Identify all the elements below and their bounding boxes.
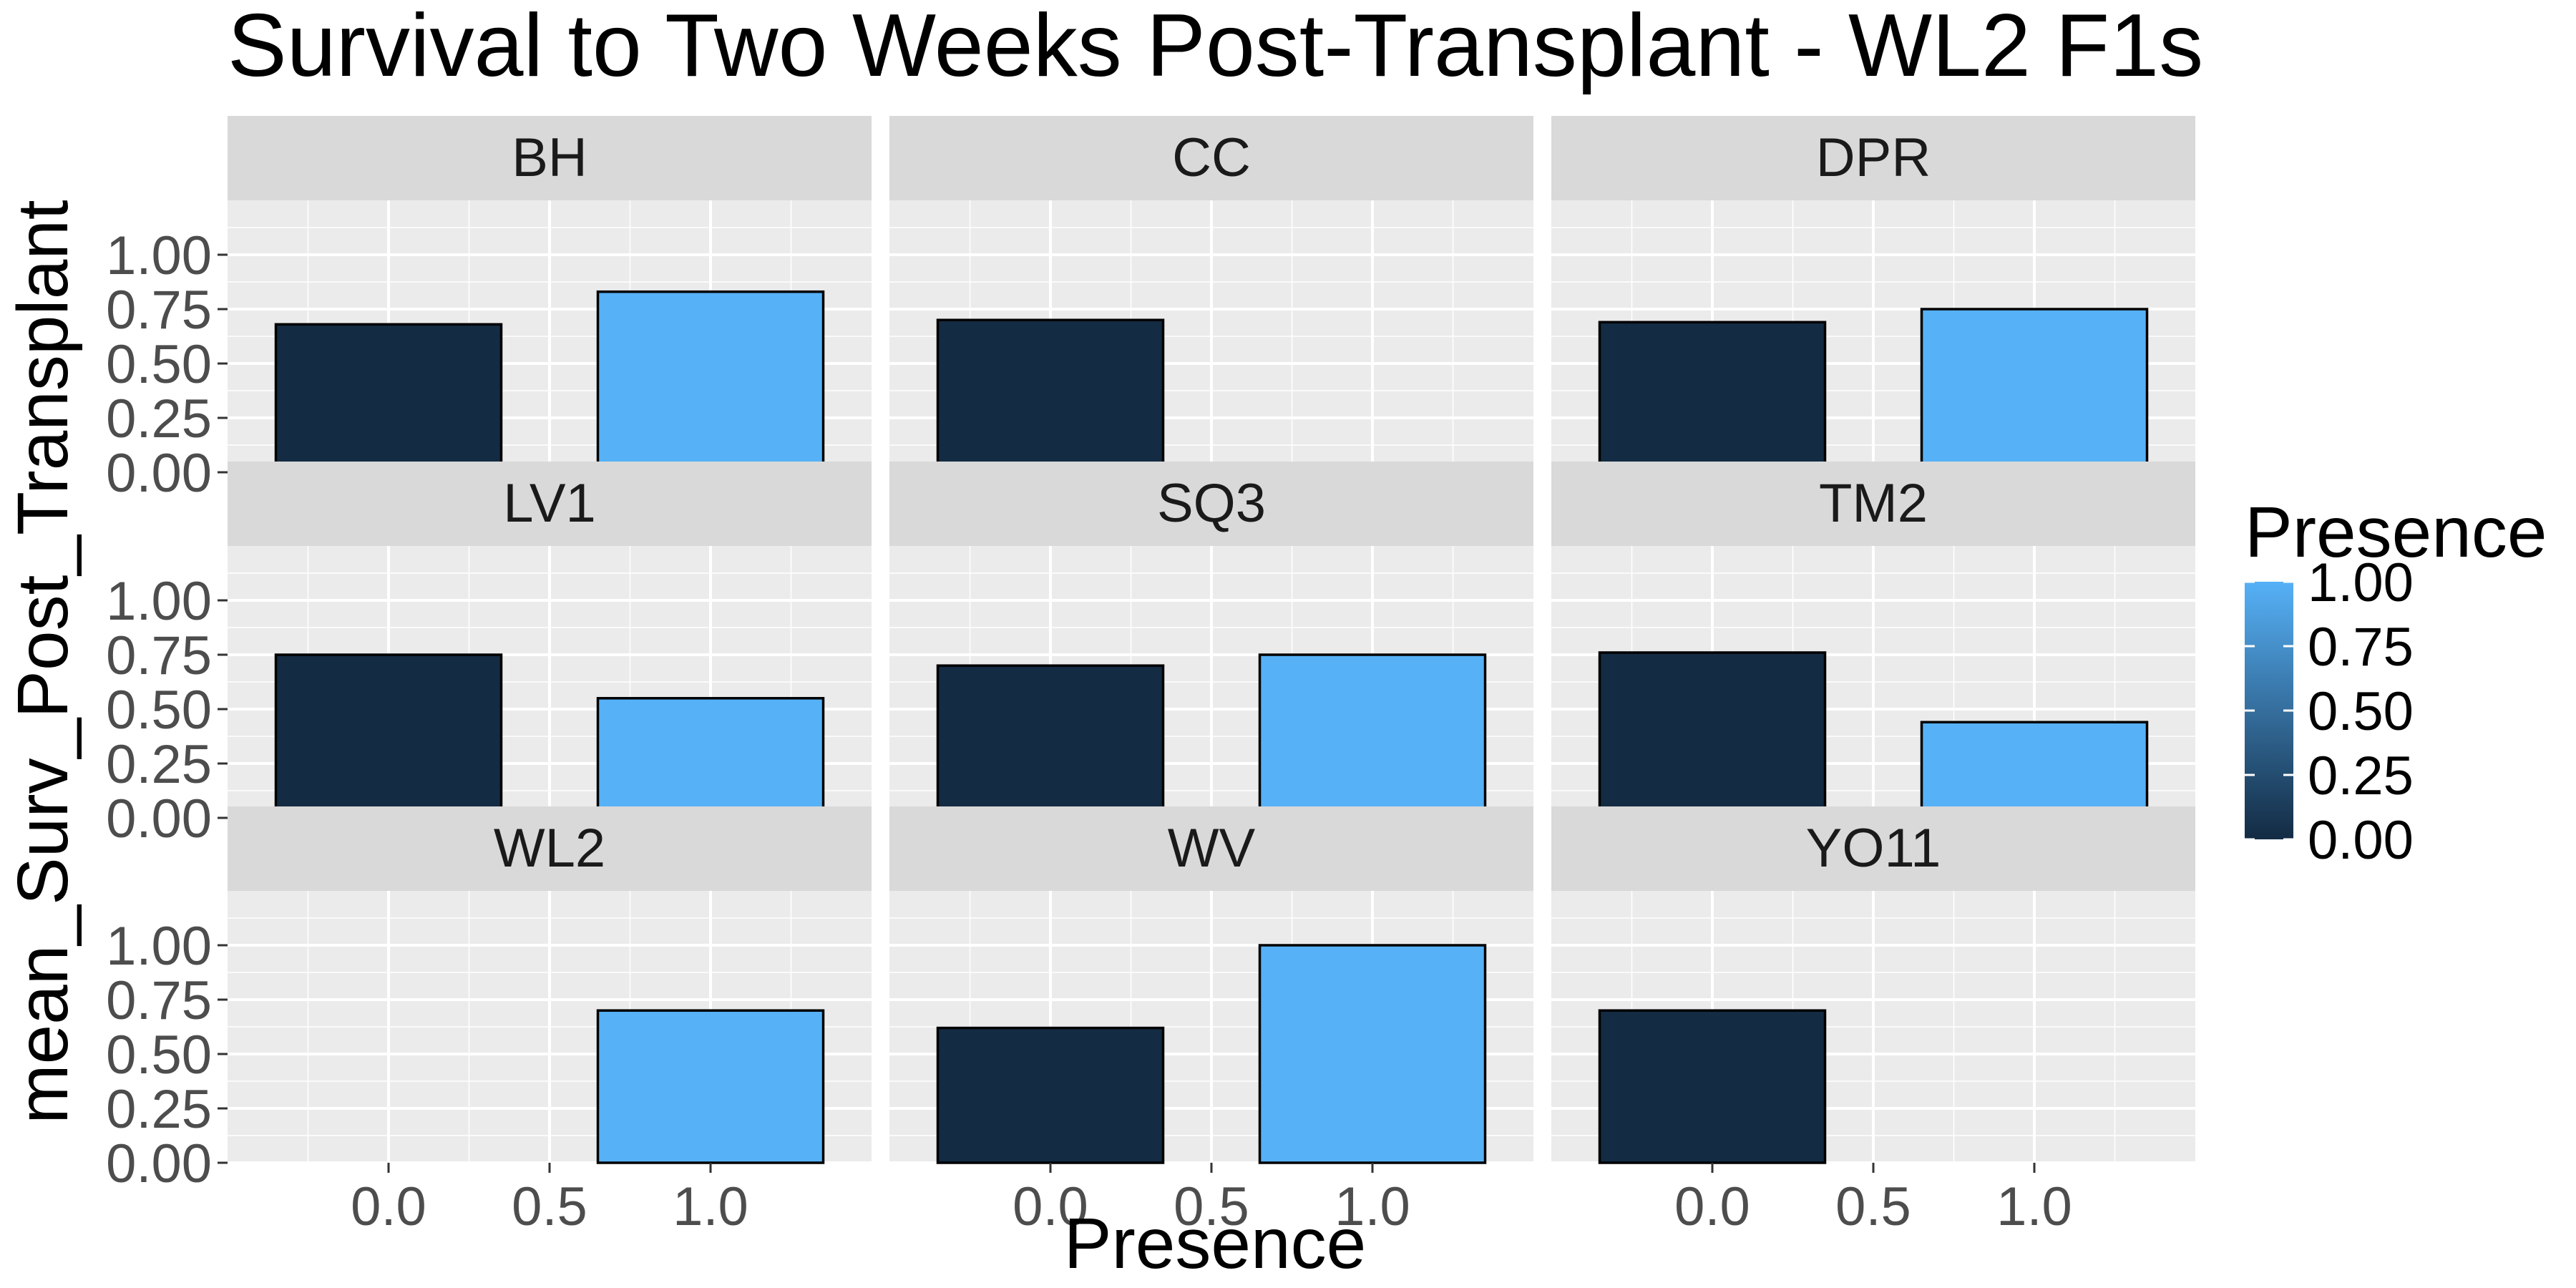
legend-label: 0.75 [2308,617,2414,678]
facet-strip-label: TM2 [1819,473,1928,534]
bar-wv-presence-1 [1258,944,1487,1164]
y-tick-label: 0.75 [106,970,212,1031]
y-tick-label: 0.50 [106,1025,212,1085]
facet-strip [889,116,1533,200]
x-tick-label: 1.0 [1996,1176,2072,1237]
facet-strip [1551,462,2195,546]
facet-strip [228,462,872,546]
y-tick-label: 0.25 [106,389,212,449]
facet-panel-cc: CC [889,116,1533,474]
facet-strip [889,462,1533,546]
legend-title: Presence [2245,492,2547,572]
bar-yo11-presence-0 [1598,1009,1827,1164]
facet-strip [889,806,1533,891]
bar-wv-presence-0 [936,1026,1165,1164]
facet-panel-sq3: SQ3 [889,462,1533,819]
legend-label: 1.00 [2308,552,2414,613]
x-tick-label: 1.0 [673,1176,748,1237]
facet-panel-lv1: LV1 0.000.250.500.751.00 [106,462,872,849]
facet-panel-yo11: YO11 0.0 0.5 1.0 [1551,806,2195,1237]
bar-wl2-presence-1 [596,1009,825,1164]
facet-panel-tm2: TM2 [1551,462,2195,819]
x-tick-label: 0.5 [1174,1176,1249,1237]
facet-strip [228,116,872,200]
facet-strip-label: CC [1172,127,1251,188]
y-tick-label: 0.75 [106,625,212,686]
y-tick-label: 1.00 [106,225,212,286]
facet-strip-label: YO11 [1806,818,1941,879]
legend-label: 0.25 [2308,746,2414,806]
bar-sq3-presence-1 [1258,653,1487,819]
bar-lv1-presence-0 [274,653,503,819]
facet-strip-label: WL2 [494,818,605,879]
y-tick-label: 0.75 [106,280,212,341]
bar-cc-presence-0 [936,318,1165,474]
bar-dpr-presence-1 [1920,308,2149,474]
y-tick-label: 0.25 [106,1079,212,1140]
facet-strip-label: DPR [1816,127,1931,188]
facet-strip-label: BH [512,127,587,188]
x-tick-label: 1.0 [1335,1176,1410,1237]
x-axis-title: Presence [1064,1204,1366,1284]
y-tick-label: 0.50 [106,334,212,395]
y-axis-title: mean_Surv_Post_Transplant [3,200,83,1124]
facet-panel-dpr: DPR [1551,116,2195,474]
y-tick-label: 0.00 [106,1133,212,1194]
bar-bh-presence-0 [274,323,503,474]
bar-lv1-presence-1 [596,697,825,819]
x-tick-label: 0.0 [351,1176,426,1237]
bar-dpr-presence-0 [1598,321,1827,474]
legend-label: 0.50 [2308,681,2414,742]
facet-strip [228,806,872,891]
facet-strip-label: LV1 [503,473,596,534]
facet-strip [1551,116,2195,200]
y-tick-label: 0.25 [106,734,212,795]
y-tick-label: 1.00 [106,916,212,977]
x-tick-label: 0.0 [1013,1176,1088,1237]
bar-tm2-presence-0 [1598,651,1827,819]
x-tick-label: 0.5 [512,1176,587,1237]
x-tick-label: 0.0 [1674,1176,1750,1237]
facet-panel-wv: WV 0.0 0.5 1.0 [889,806,1533,1237]
facet-strip-label: WV [1168,818,1256,879]
y-tick-label: 0.00 [106,789,212,849]
legend-label: 0.00 [2308,810,2414,871]
bar-tm2-presence-1 [1920,721,2149,819]
y-tick-label: 1.00 [106,571,212,632]
x-tick-label: 0.5 [1835,1176,1911,1237]
facet-panel-wl2: WL2 0.000.250.500.751.00 0.0 0.5 1.0 [106,806,872,1237]
facet-strip-label: SQ3 [1157,473,1266,534]
y-tick-label: 0.00 [106,443,212,504]
chart-title: Survival to Two Weeks Post-Transplant - … [228,0,2203,95]
facet-strip [1551,806,2195,891]
facet-panel-bh: BH 0.000.250.500.751.00 [106,116,872,504]
y-tick-label: 0.50 [106,680,212,741]
bar-bh-presence-1 [596,290,825,474]
legend: Presence 1.000.750.500.250.00 [2245,492,2547,871]
bar-sq3-presence-0 [936,664,1165,819]
